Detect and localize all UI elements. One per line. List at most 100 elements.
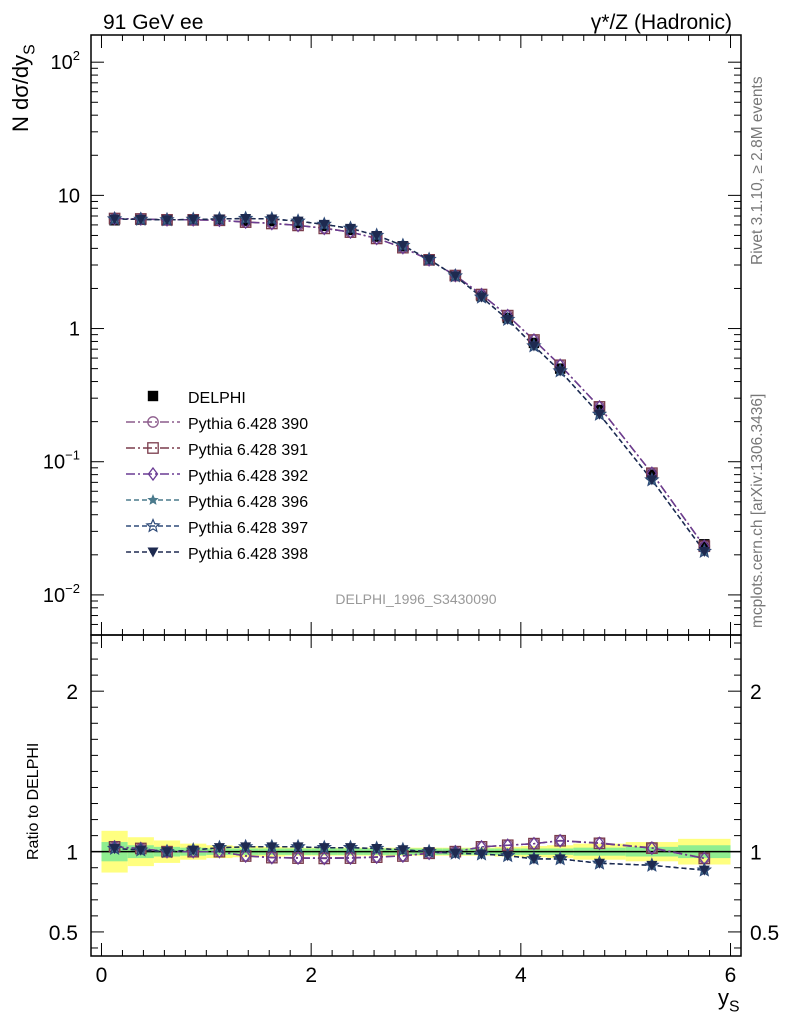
ratio-data-point xyxy=(528,854,540,865)
main-y-tick-label: 10−1 xyxy=(43,448,80,474)
tick-labels: 0 2 4 6 0.5 0.5 1 1 2 2 10−2 10−1 1 10 102 xyxy=(43,48,779,987)
series-markers xyxy=(106,210,712,877)
x-tick-label: 6 xyxy=(725,964,737,987)
legend-marker xyxy=(145,517,161,533)
legend-marker xyxy=(147,494,159,505)
main-data-point xyxy=(646,475,658,486)
ratio-data-point xyxy=(135,845,147,856)
ratio-data-point xyxy=(528,836,540,851)
ratio-data-point xyxy=(646,860,658,871)
main-data-point xyxy=(187,214,199,225)
ratio-data-point xyxy=(266,850,278,865)
legend-label: Pythia 6.428 397 xyxy=(188,520,308,537)
ratio-y-tick-label-right: 2 xyxy=(750,681,762,704)
header-left: 91 GeV ee xyxy=(103,11,203,34)
ratio-data-point xyxy=(213,843,225,854)
ratio-data-point xyxy=(371,850,382,865)
ratio-data-point xyxy=(554,833,566,848)
ratio-data-point xyxy=(292,851,304,866)
main-y-axis-title: N dσ/dyS xyxy=(8,44,39,132)
rivet-label: Rivet 3.1.10, ≥ 2.8M events xyxy=(749,76,766,265)
ratio-data-point xyxy=(240,842,252,853)
main-data-point xyxy=(528,341,540,352)
legend-marker xyxy=(147,466,159,482)
x-tick-label: 2 xyxy=(305,964,317,987)
ratio-data-point xyxy=(646,841,658,856)
main-data-point xyxy=(449,271,461,282)
ratio-data-point xyxy=(423,847,435,858)
main-data-point xyxy=(502,314,514,325)
main-data-point xyxy=(266,214,278,225)
ratio-series-line xyxy=(114,840,705,860)
legend-label: DELPHI xyxy=(188,390,246,407)
mcplots-label: mcplots.cern.ch [arXiv:1306.3436] xyxy=(749,394,766,628)
ratio-y-axis-title: Ratio to DELPHI xyxy=(25,743,42,860)
ratio-data-point xyxy=(371,843,383,854)
main-data-point xyxy=(344,223,356,234)
legend: DELPHI Pythia 6.428 390 Pythia 6.428 391 Py… xyxy=(126,390,308,563)
x-axis-title: yS xyxy=(718,985,740,1016)
legend-marker xyxy=(147,416,159,428)
legend-marker xyxy=(147,442,159,454)
main-y-tick-label: 102 xyxy=(51,48,80,74)
main-data-point xyxy=(161,215,173,226)
x-tick-label: 0 xyxy=(96,964,108,987)
main-data-point xyxy=(371,230,383,241)
ratio-data-point xyxy=(397,845,409,856)
x-tick-label: 4 xyxy=(515,964,527,987)
legend-label: Pythia 6.428 396 xyxy=(188,494,308,511)
main-data-point xyxy=(698,546,710,557)
ratio-data-point xyxy=(161,847,173,858)
ratio-y-tick-label-right: 1 xyxy=(750,842,762,865)
ratio-data-point xyxy=(593,858,605,869)
legend-label: Pythia 6.428 391 xyxy=(188,442,308,459)
main-data-point xyxy=(318,219,330,230)
axis-ticks xyxy=(91,35,741,956)
legend-marker xyxy=(147,390,159,402)
watermark: DELPHI_1996_S3430090 xyxy=(335,591,496,607)
ratio-y-tick-label: 2 xyxy=(66,681,78,704)
main-y-tick-label: 10−2 xyxy=(43,581,80,607)
ratio-y-tick-label: 0.5 xyxy=(49,922,78,945)
ratio-data-point xyxy=(292,842,304,853)
main-data-point xyxy=(240,214,252,225)
main-y-tick-label: 1 xyxy=(69,319,80,341)
ratio-plot-frame xyxy=(90,634,742,957)
main-data-point xyxy=(397,241,409,252)
ratio-y-tick-label-right: 0.5 xyxy=(750,922,779,945)
ratio-data-point xyxy=(449,848,461,859)
main-y-axis-label: N dσ/dyS xyxy=(8,44,39,132)
main-series-line xyxy=(114,217,705,552)
x-axis-label: yS xyxy=(718,985,740,1016)
ratio-data-point xyxy=(594,836,605,851)
ratio-data-point xyxy=(698,865,710,876)
ratio-data-point xyxy=(318,843,330,854)
ratio-data-point xyxy=(502,851,514,862)
main-y-tick-label: 10 xyxy=(58,185,80,207)
ratio-data-point xyxy=(240,848,251,864)
legend-marker xyxy=(147,547,159,558)
ratio-y-axis-label: Ratio to DELPHI xyxy=(25,743,42,860)
main-data-point xyxy=(135,214,147,225)
main-plot-frame xyxy=(90,34,742,636)
main-data-point xyxy=(213,214,225,225)
ratio-data-point xyxy=(318,851,330,866)
ratio-data-point xyxy=(345,851,356,866)
legend-label: Pythia 6.428 390 xyxy=(188,416,308,433)
ratio-data-point xyxy=(476,849,488,860)
ratio-y-tick-label: 1 xyxy=(66,842,78,865)
main-data-point xyxy=(593,409,605,420)
legend-label: Pythia 6.428 398 xyxy=(188,546,308,563)
main-data-point xyxy=(423,254,435,265)
header-right: γ*/Z (Hadronic) xyxy=(591,11,732,34)
main-data-point xyxy=(292,216,304,227)
legend-label: Pythia 6.428 392 xyxy=(188,468,308,485)
ratio-data-point xyxy=(109,843,121,854)
ratio-data-point xyxy=(266,842,278,853)
series-lines xyxy=(114,217,705,871)
ratio-data-point xyxy=(344,843,356,854)
main-data-point xyxy=(109,214,121,225)
ratio-data-point xyxy=(554,854,566,865)
ratio-data-point xyxy=(187,845,199,856)
